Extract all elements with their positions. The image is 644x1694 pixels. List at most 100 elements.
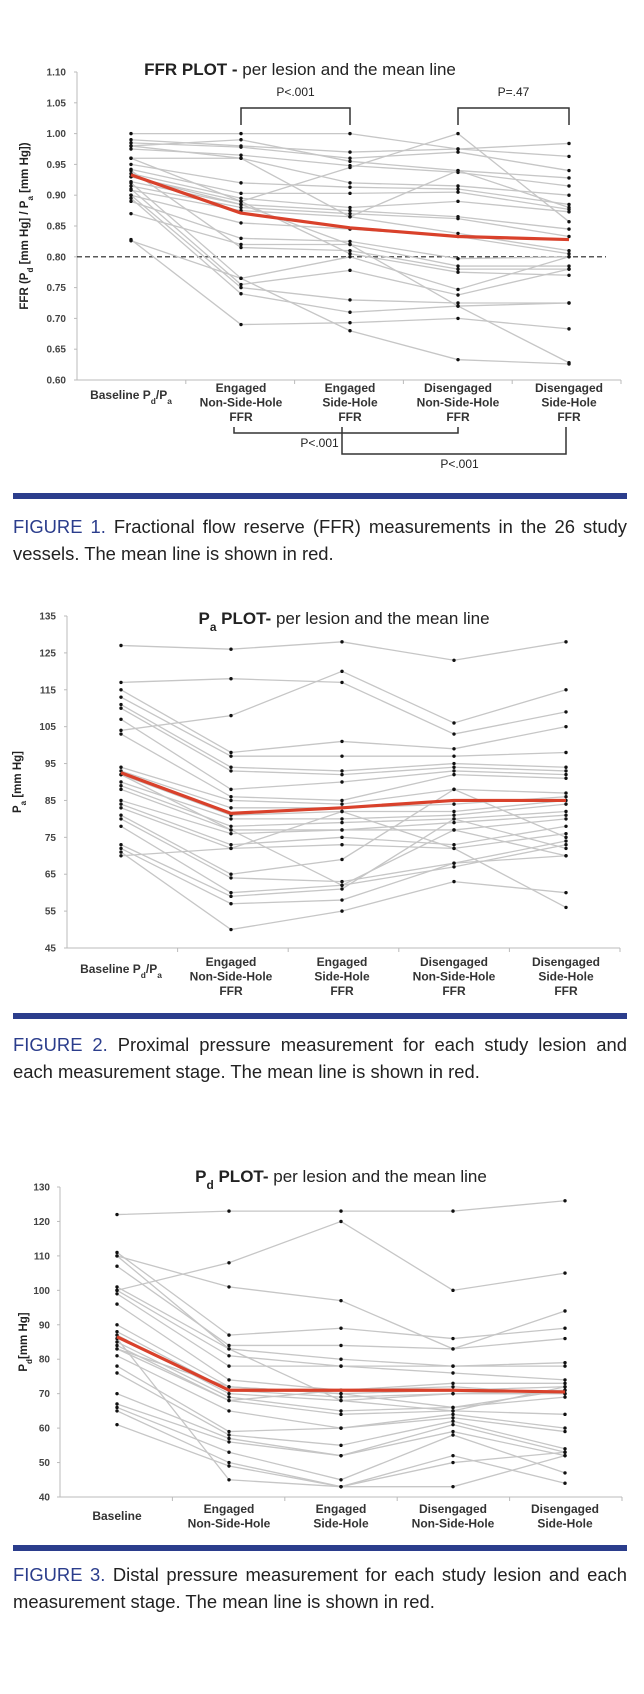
category-label: Engaged xyxy=(325,381,376,395)
category-label: Side-Hole xyxy=(537,1517,593,1531)
data-point xyxy=(115,1212,119,1217)
y-tick-label: 0.80 xyxy=(47,252,67,263)
data-point xyxy=(452,861,456,865)
y-axis-label-part: [mm Hg] xyxy=(18,1312,30,1359)
category-label: Baseline Pd/Pa xyxy=(80,962,162,980)
data-point xyxy=(227,1285,231,1289)
data-point xyxy=(456,267,460,271)
y-tick-label: 80 xyxy=(39,1355,51,1366)
data-point xyxy=(239,245,243,250)
data-point xyxy=(456,168,460,173)
data-point xyxy=(119,706,123,710)
data-point xyxy=(567,264,571,268)
data-point xyxy=(129,239,133,243)
data-point xyxy=(564,824,568,828)
data-point xyxy=(239,145,243,149)
data-point xyxy=(564,839,568,843)
data-point xyxy=(456,184,460,188)
data-point xyxy=(452,865,456,869)
data-point xyxy=(119,728,123,733)
chart-title-part: per lesion and the mean line xyxy=(271,609,489,628)
data-point xyxy=(564,813,568,817)
category-label: Engaged xyxy=(317,955,368,969)
p-value-label: P<.001 xyxy=(440,457,479,471)
data-point xyxy=(564,791,568,795)
data-point xyxy=(340,640,344,644)
y-axis-label: Pa [mm Hg] xyxy=(12,751,28,813)
p-value-label: P=.47 xyxy=(498,85,530,99)
lesion-line xyxy=(116,1303,565,1391)
data-point xyxy=(239,282,243,287)
data-point xyxy=(239,181,243,185)
category-label: Engaged xyxy=(216,381,267,395)
data-point xyxy=(227,1395,231,1399)
data-point xyxy=(563,1453,567,1458)
data-point xyxy=(339,1298,343,1303)
data-point xyxy=(339,1391,343,1396)
data-point xyxy=(227,1354,231,1358)
data-point xyxy=(229,828,233,832)
data-point xyxy=(227,1261,231,1265)
data-point xyxy=(119,717,123,721)
data-point xyxy=(564,854,568,858)
category-label: Side-Hole xyxy=(541,396,597,410)
data-point xyxy=(452,754,456,758)
data-point xyxy=(348,215,352,219)
data-point xyxy=(339,1443,343,1448)
data-point xyxy=(239,153,243,157)
chart-title: Pa PLOT- per lesion and the mean line xyxy=(198,609,489,634)
y-tick-label: 90 xyxy=(39,1320,51,1331)
data-point xyxy=(339,1364,343,1368)
data-point xyxy=(239,131,243,136)
data-point xyxy=(564,817,568,821)
category-label: FFR xyxy=(554,984,578,998)
data-point xyxy=(115,1364,119,1368)
p-value-label: P<.001 xyxy=(300,436,339,450)
data-point xyxy=(229,872,233,876)
data-point xyxy=(452,879,456,884)
data-point xyxy=(115,1323,119,1327)
data-point xyxy=(567,184,571,188)
lesion-line xyxy=(120,678,567,735)
y-axis-label: FFR (Pd [mm Hg] / Pa [mm Hg]) xyxy=(19,142,35,309)
data-point xyxy=(451,1371,455,1375)
data-point xyxy=(567,176,571,180)
lesion-line xyxy=(116,1286,566,1367)
chart-title-part: PLOT- xyxy=(214,1167,269,1186)
data-point xyxy=(227,1409,231,1413)
data-point xyxy=(119,817,123,821)
data-point xyxy=(119,680,123,685)
y-axis-label-part: P xyxy=(18,1364,30,1372)
data-point xyxy=(348,211,352,216)
data-point xyxy=(564,724,568,729)
category-label-part: /P xyxy=(146,962,157,976)
data-point xyxy=(227,1378,231,1382)
data-point xyxy=(340,887,344,891)
data-point xyxy=(115,1288,119,1293)
data-point xyxy=(227,1464,231,1468)
data-point xyxy=(227,1385,231,1389)
data-point xyxy=(339,1209,343,1213)
data-point xyxy=(119,802,123,806)
category-label: Disengaged xyxy=(532,955,600,969)
category-label: FFR xyxy=(557,410,581,424)
data-point xyxy=(452,817,456,821)
data-point xyxy=(115,1402,119,1406)
data-point xyxy=(229,890,233,895)
y-tick-label: 65 xyxy=(45,870,57,881)
data-point xyxy=(563,1364,567,1368)
data-point xyxy=(340,739,344,744)
category-label: FFR xyxy=(446,410,470,424)
lesion-line xyxy=(116,1220,566,1292)
y-tick-label: 130 xyxy=(33,1183,50,1194)
data-point xyxy=(451,1484,455,1489)
data-point xyxy=(340,802,344,806)
data-point xyxy=(227,1450,231,1454)
data-point xyxy=(567,205,571,210)
data-point xyxy=(339,1478,343,1482)
data-point xyxy=(456,231,460,236)
data-point xyxy=(564,688,568,692)
data-point xyxy=(348,252,352,256)
y-axis-label-part: [mm Hg] / P xyxy=(19,200,31,267)
y-tick-label: 0.65 xyxy=(47,345,67,356)
